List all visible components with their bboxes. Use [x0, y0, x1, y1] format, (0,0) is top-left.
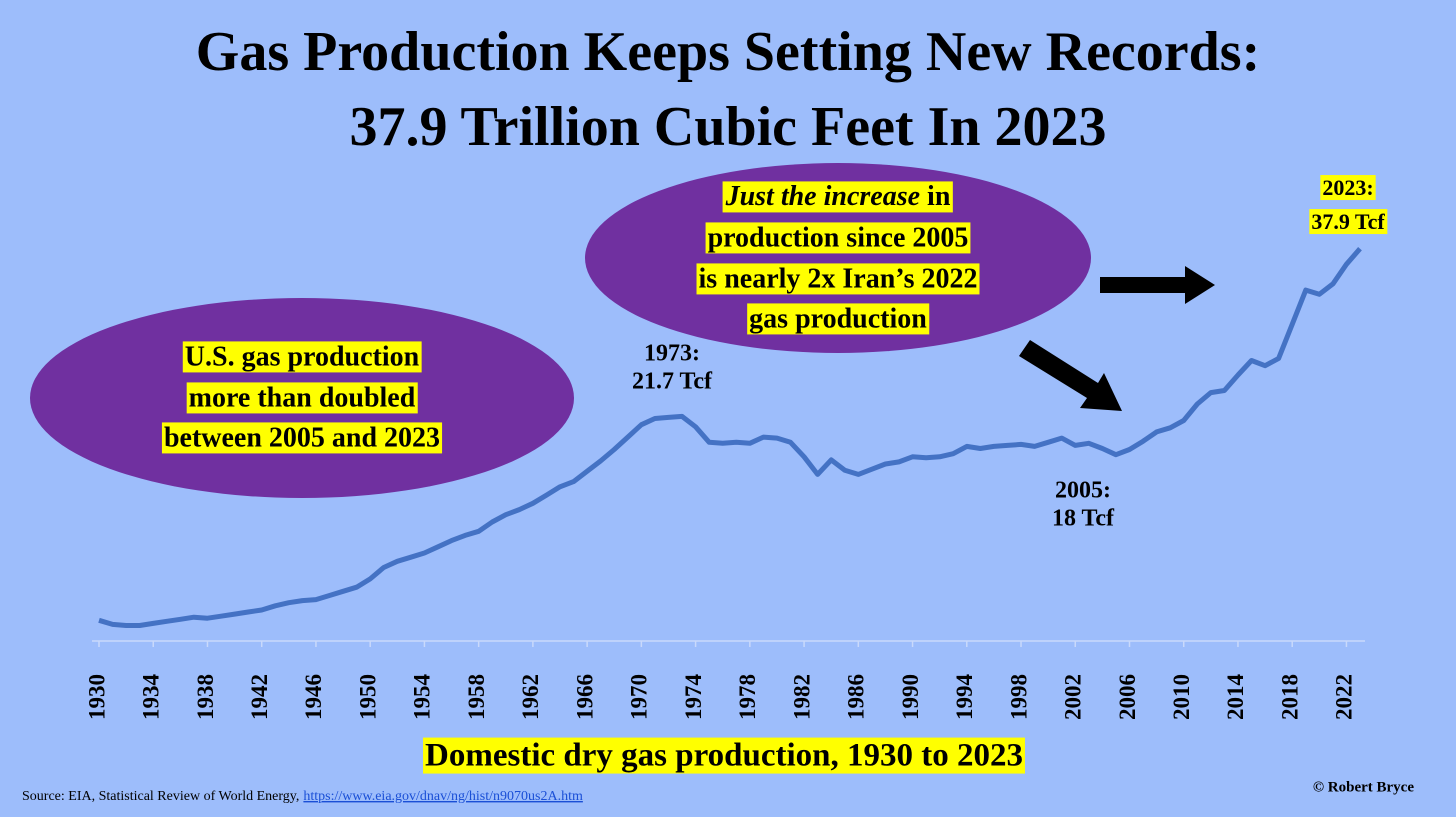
highlight: [186, 382, 418, 414]
x-tick-label: 1958: [464, 674, 489, 720]
annotation: is nearly 2x Iran’s 2022: [699, 263, 978, 294]
x-tick-label: 1974: [681, 674, 706, 721]
x-tick-label: 2022: [1332, 674, 1357, 720]
annotation-italic: Just the increase: [725, 181, 920, 212]
x-axis-label: Domestic dry gas production, 1930 to 202…: [425, 738, 1023, 774]
x-tick-label: 1978: [735, 674, 760, 720]
point-label: 18 Tcf: [1052, 506, 1115, 532]
x-tick-label: 1938: [193, 674, 218, 720]
x-tick-label: 2006: [1115, 674, 1140, 720]
x-tick-label: 1982: [789, 674, 814, 720]
point-label: 2005:: [1055, 478, 1111, 504]
x-tick-label: 1934: [139, 674, 164, 721]
x-tick-label: 1970: [627, 674, 652, 720]
highlight: [423, 737, 1025, 774]
point-label: 21.7 Tcf: [632, 369, 713, 395]
highlight: [161, 422, 443, 454]
annotation-space: [920, 181, 927, 212]
x-tick-label: 1942: [247, 674, 272, 720]
data-line: [98, 247, 1362, 628]
point-label: 1973:: [644, 341, 700, 367]
x-tick-label: 1994: [952, 674, 977, 721]
annotation: between 2005 and 2023: [164, 422, 440, 453]
point-label: 2023:: [1322, 175, 1373, 200]
x-tick-label: 1946: [301, 674, 326, 720]
x-tick-label: 2014: [1223, 674, 1248, 721]
x-tick-label: 1990: [898, 674, 923, 720]
highlight: [722, 181, 953, 213]
x-tick-label: 1930: [84, 674, 109, 720]
x-tick-label: 2002: [1061, 674, 1086, 720]
x-tick-label: 2018: [1277, 674, 1302, 720]
chart-title: 37.9 Trillion Cubic Feet In 2023: [349, 96, 1106, 158]
annotation: gas production: [749, 303, 927, 334]
x-tick-label: 1954: [410, 674, 435, 721]
x-tick-label: 1950: [355, 674, 380, 720]
highlight: [182, 341, 422, 373]
x-tick-label: 1962: [518, 674, 543, 720]
callout-ellipse: [585, 163, 1091, 353]
annotation: U.S. gas production: [185, 341, 420, 372]
x-tick-label: 2010: [1169, 674, 1194, 720]
annotation: more than doubled: [189, 382, 416, 413]
arrow: [1019, 340, 1122, 411]
highlight: [1320, 175, 1376, 201]
source: Source: EIA, Statistical Review of World…: [22, 789, 583, 804]
annotation: production since 2005: [708, 222, 969, 253]
highlight: [696, 263, 980, 295]
annotation: in: [927, 181, 951, 212]
credit: © Robert Bryce: [1313, 779, 1415, 795]
source-text: Source: EIA, Statistical Review of World…: [22, 789, 299, 804]
arrow: [1100, 266, 1215, 304]
highlight: [747, 303, 930, 335]
annotation: Just the increase in: [725, 181, 951, 212]
chart-title: Gas Production Keeps Setting New Records…: [196, 21, 1260, 83]
x-tick-label: 1986: [844, 674, 869, 720]
point-label: 37.9 Tcf: [1311, 209, 1385, 234]
source-link[interactable]: https://www.eia.gov/dnav/ng/hist/n9070us…: [303, 789, 583, 804]
x-tick-label: 1966: [572, 674, 597, 720]
x-tick-label: 1998: [1006, 674, 1031, 720]
highlight: [705, 222, 971, 254]
highlight: [1309, 209, 1388, 235]
